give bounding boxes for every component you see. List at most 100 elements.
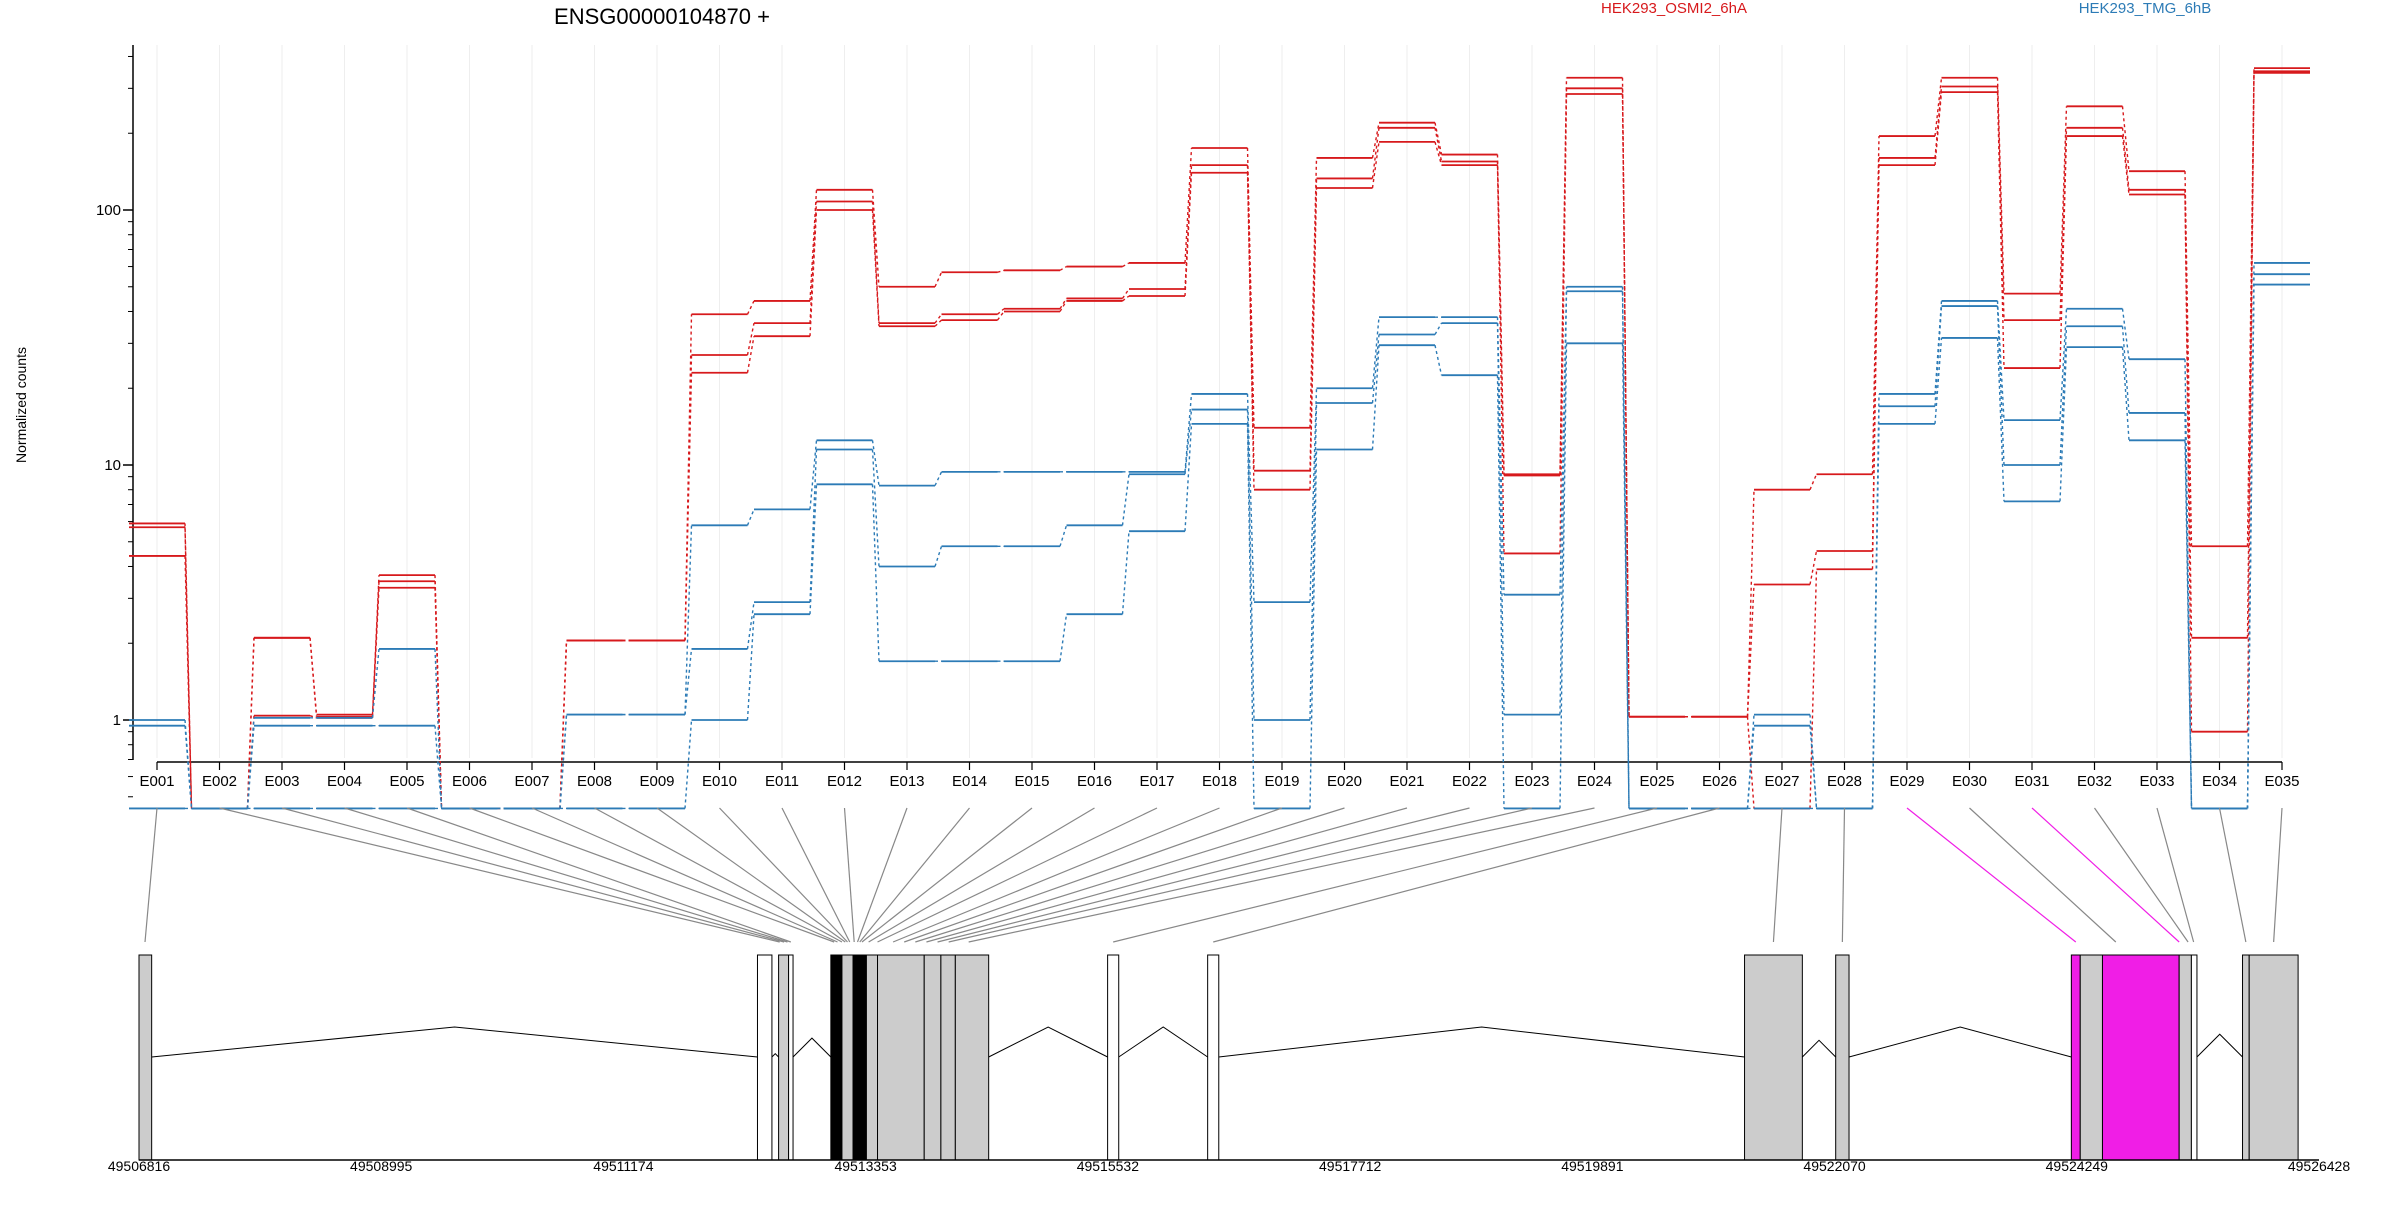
legend-entry-tmg: HEK293_TMG_6hB (2079, 0, 2212, 17)
exon-block (1835, 954, 1850, 1161)
bin-connector (184, 555, 193, 809)
bin-connector (1934, 92, 1943, 166)
bin-to-exon-line (861, 807, 1033, 943)
bin-connector (1371, 127, 1380, 179)
x-tick-label: E027 (1764, 773, 1799, 790)
bin-connector (871, 201, 880, 324)
x-tick-label: E021 (1389, 773, 1424, 790)
bin-connector (1559, 94, 1568, 554)
bin-connector (559, 640, 568, 809)
bin-connector (1746, 489, 1755, 717)
bin-connector (1371, 141, 1380, 189)
intron-line (151, 1026, 758, 1058)
exon-block (756, 954, 773, 1161)
bin-connector (934, 271, 943, 288)
bin-connector (1434, 322, 1443, 335)
genomic-tick-label: 49506816 (108, 1158, 171, 1174)
genomic-tick-label: 49513353 (834, 1158, 897, 1174)
bin-connector (1871, 165, 1880, 570)
x-tick-label: E018 (1202, 773, 1237, 790)
x-tick-label: E023 (1514, 773, 1549, 790)
bin-connector (746, 336, 755, 373)
bin-connector (2184, 440, 2193, 809)
x-tick-label: E005 (389, 773, 424, 790)
genomic-tick-label: 49517712 (1319, 1158, 1382, 1174)
bin-connector (1496, 161, 1505, 476)
exon-block (1207, 954, 1220, 1161)
exon-block (778, 954, 790, 1161)
bin-to-exon-line (856, 807, 908, 943)
bin-connector (809, 189, 818, 301)
y-tick-label: 10 (104, 457, 121, 474)
x-tick-labels: E001 E002 E003 E004 E005 E006 E007 E008 E009 E010… (139, 773, 2299, 790)
bin-to-exon-line (144, 807, 158, 943)
bin-to-exon-line (968, 807, 1595, 943)
bin-connector (746, 509, 755, 526)
bin-to-exon-line (2031, 807, 2180, 943)
bin-connector (2121, 127, 2130, 190)
bin-to-exon-line (868, 807, 1095, 943)
x-tick-label: E022 (1452, 773, 1487, 790)
bin-connector (684, 525, 693, 715)
bin-to-exon-line (1969, 807, 2117, 943)
bin-connector (1121, 531, 1130, 615)
x-tick-label: E028 (1827, 773, 1862, 790)
bin-connector (1809, 725, 1818, 809)
x-tick-label: E026 (1702, 773, 1737, 790)
bin-to-exon-line (406, 807, 792, 943)
bin-connector (746, 323, 755, 356)
bin-connector (1434, 122, 1443, 155)
exon-block (877, 954, 925, 1161)
bin-to-exon-line (1772, 807, 1783, 943)
bin-connector (1496, 323, 1505, 715)
x-tick-label: E008 (577, 773, 612, 790)
x-tick-label: E002 (202, 773, 237, 790)
exon-block (2178, 954, 2192, 1161)
chart-title: ENSG00000104870 + (554, 4, 770, 29)
exon-block (923, 954, 942, 1161)
bin-connector (684, 648, 693, 715)
bin-connector (996, 311, 1005, 321)
genomic-tick-label: 49511174 (593, 1158, 653, 1174)
bin-connector (2059, 127, 2068, 321)
bin-to-exon-line (469, 807, 835, 943)
bin-connector (434, 648, 443, 809)
bin-connector (2059, 308, 2068, 421)
genomic-tick-label: 49524249 (2046, 1158, 2109, 1174)
x-tick-label: E009 (639, 773, 674, 790)
bin-connector (1809, 473, 1818, 490)
bin-connector (2184, 189, 2193, 638)
bin-to-exon-line (937, 807, 1470, 943)
genomic-tick-label: 49515532 (1077, 1158, 1140, 1174)
x-tick-label: E015 (1014, 773, 1049, 790)
bin-to-exon-line (344, 807, 788, 943)
bin-to-exon-line (877, 807, 1158, 943)
bin-to-exon-line (948, 807, 1533, 943)
bin-connector (684, 372, 693, 641)
bin-connector (2121, 308, 2130, 360)
bin-connector (1871, 157, 1880, 552)
intron-line (1218, 1026, 1745, 1058)
x-tick-label: E017 (1139, 773, 1174, 790)
axes-layer: 1 10 100 (96, 45, 2283, 798)
bin-connector (2059, 136, 2068, 369)
bin-connector (246, 725, 255, 809)
x-tick-label: E007 (514, 773, 549, 790)
exon-block (852, 954, 860, 1161)
bin-connector (1059, 298, 1068, 310)
bin-connector (1122, 262, 1130, 268)
bin-connector (1246, 409, 1255, 721)
bin-connector (1871, 136, 1880, 475)
bin-to-exon-line (2218, 807, 2247, 943)
exon-block (2190, 954, 2198, 1161)
exon-block (2079, 954, 2103, 1161)
bin-connector (684, 719, 693, 809)
bin-connector (1184, 147, 1193, 263)
bin-connector (809, 484, 818, 615)
bin-connector (746, 300, 755, 315)
bin-to-exon-line (594, 807, 843, 943)
bin-connector (1121, 474, 1130, 526)
x-tick-label: E025 (1639, 773, 1674, 790)
